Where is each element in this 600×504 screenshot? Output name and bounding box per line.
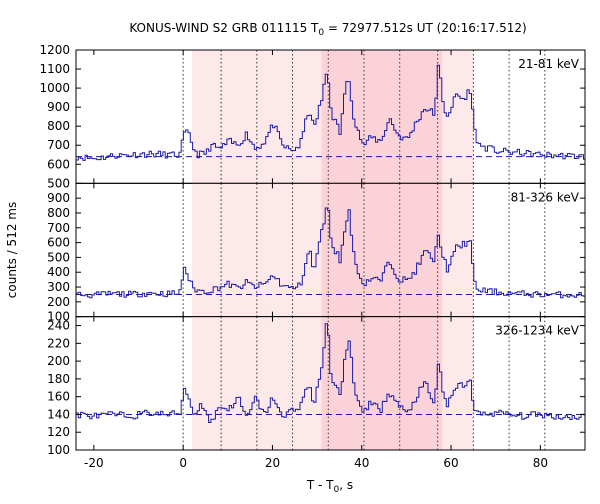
y-tick-label: 900 [47,191,70,205]
chart-title: KONUS-WIND S2 GRB 011115 T0 = 72977.512s… [129,21,526,38]
x-tick-label: 40 [354,456,369,470]
x-tick-label: 20 [265,456,280,470]
y-tick-label: 100 [47,310,70,324]
y-axis-label: counts / 512 ms [5,202,19,298]
x-tick-label: 60 [443,456,458,470]
y-tick-label: 220 [47,336,70,350]
y-tick-label: 500 [47,250,70,264]
x-tick-label: -20 [84,456,104,470]
y-tick-label: 240 [47,319,70,333]
series-label: 326-1234 keV [495,324,579,338]
y-tick-label: 400 [47,265,70,279]
x-axis: -20 0 20 40 60 80 [84,456,548,470]
y-tick-label: 800 [47,119,70,133]
lightcurve-line [76,64,585,161]
y-tick-label: 1100 [39,62,70,76]
panel-3: 100 120 140 160 180 200 220 240 326-1234 keV [47,316,586,457]
panel-frame [75,316,586,451]
shaded-interval-2 [321,183,443,317]
lightcurve-line [76,207,585,299]
panel-1: 500 600 700 800 900 1000 1100 1200 21-81 keV [39,43,586,190]
shaded-interval-2 [321,50,443,184]
y-tick-label: 140 [47,407,70,421]
y-tick-label: 120 [47,425,70,439]
y-tick-label: 100 [47,443,70,457]
y-tick-label: 600 [47,157,70,171]
y-tick-label: 600 [47,236,70,250]
series-label: 21-81 keV [518,57,580,71]
y-tick-label: 700 [47,221,70,235]
y-tick-label: 500 [47,176,70,190]
series-label: 81-326 keV [511,190,580,204]
y-tick-label: 200 [47,295,70,309]
shaded-interval-2 [321,316,443,450]
y-tick-label: 160 [47,390,70,404]
x-tick-label: 80 [533,456,548,470]
x-axis-label: T - T0, s [306,478,353,495]
y-tick-label: 900 [47,100,70,114]
y-tick-label: 800 [47,206,70,220]
y-tick-label: 180 [47,372,70,386]
y-tick-label: 1200 [39,43,70,57]
y-tick-label: 300 [47,280,70,294]
y-tick-label: 700 [47,138,70,152]
y-tick-label: 200 [47,354,70,368]
y-tick-label: 1000 [39,81,70,95]
x-tick-label: 0 [179,456,187,470]
lightcurve-line [76,323,585,423]
